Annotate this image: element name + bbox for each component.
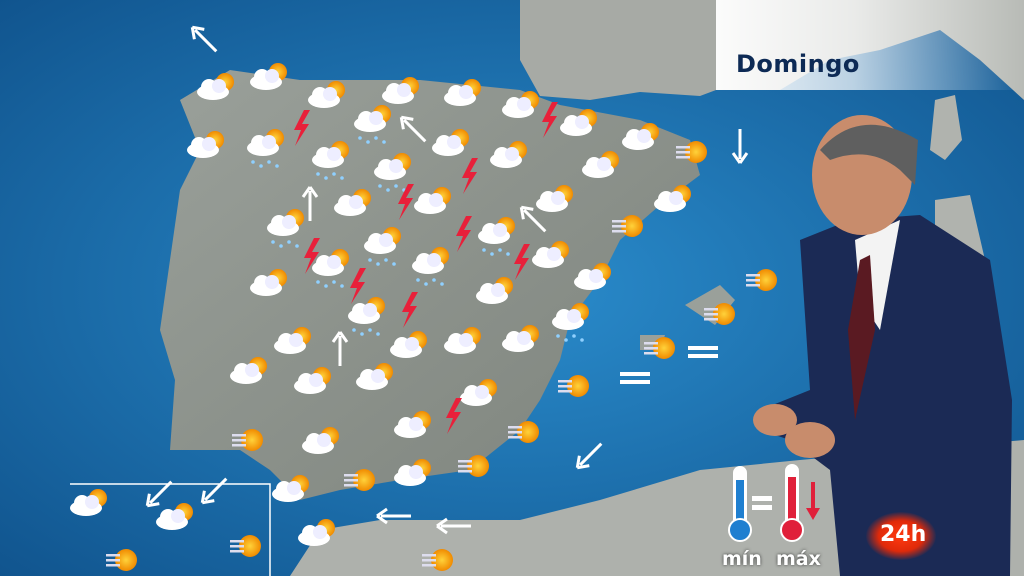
france-land <box>520 0 716 100</box>
min-thermometer-icon <box>728 466 752 542</box>
cloud-sun-icon <box>250 63 287 90</box>
cloud-sun-icon <box>414 187 451 214</box>
rain-cloud-icon <box>478 217 515 256</box>
cloud-sun-icon <box>187 131 224 158</box>
cloud-sun-icon <box>298 519 335 546</box>
sun-haze-icon <box>458 455 489 477</box>
cloud-sun-icon <box>432 129 469 156</box>
cloud-sun-icon <box>302 427 339 454</box>
cloud-sun-icon <box>230 357 267 384</box>
sun-haze-icon <box>704 303 735 325</box>
cloud-sun-icon <box>390 331 427 358</box>
canary-box <box>70 483 271 576</box>
rain-cloud-icon <box>312 249 349 288</box>
fog-icon <box>688 346 718 358</box>
storm-lightning-icon <box>456 216 472 252</box>
min-label: mín <box>722 548 762 570</box>
wind-arrow-icon <box>200 477 228 505</box>
storm-lightning-icon <box>462 158 478 194</box>
cloud-sun-icon <box>444 79 481 106</box>
balearic-islands <box>640 285 735 350</box>
cloud-sun-icon <box>382 77 419 104</box>
cloud-sun-icon <box>156 503 193 530</box>
cloud-sun-icon <box>476 277 513 304</box>
cloud-sun-icon <box>654 185 691 212</box>
wind-arrow-icon <box>331 331 349 366</box>
wind-arrow-icon <box>436 517 471 535</box>
wind-arrow-icon <box>301 186 319 221</box>
storm-lightning-icon <box>304 238 320 274</box>
rain-cloud-icon <box>267 209 304 248</box>
sun-haze-icon <box>232 429 263 451</box>
sun-haze-icon <box>422 549 453 571</box>
wind-arrow-icon <box>376 507 411 525</box>
cloud-sun-icon <box>394 411 431 438</box>
cloud-sun-icon <box>536 185 573 212</box>
cloud-sun-icon <box>334 189 371 216</box>
sun-haze-icon <box>230 535 261 557</box>
sun-haze-icon <box>746 269 777 291</box>
wind-arrow-icon <box>575 442 603 470</box>
day-banner: Domingo <box>716 0 1024 90</box>
equal-trend-icon <box>752 496 772 510</box>
down-trend-icon <box>806 482 820 520</box>
rain-cloud-icon <box>552 303 589 342</box>
wind-arrow-icon <box>731 129 749 164</box>
rain-cloud-icon <box>247 129 284 168</box>
max-label: máx <box>776 548 821 570</box>
wind-arrow-icon <box>519 205 547 233</box>
cloud-sun-icon <box>532 241 569 268</box>
sun-haze-icon <box>508 421 539 443</box>
cloud-sun-icon <box>272 475 309 502</box>
channel-logo: 24h <box>866 512 936 560</box>
storm-lightning-icon <box>402 292 418 328</box>
cloud-sun-icon <box>308 81 345 108</box>
rain-cloud-icon <box>312 141 349 180</box>
iberia-land <box>160 70 700 500</box>
rain-cloud-icon <box>354 105 391 144</box>
presenter <box>753 115 1012 576</box>
rain-cloud-icon <box>364 227 401 266</box>
storm-lightning-icon <box>542 102 558 138</box>
sun-haze-icon <box>106 549 137 571</box>
storm-lightning-icon <box>350 268 366 304</box>
cloud-sun-icon <box>574 263 611 290</box>
cloud-sun-icon <box>460 379 497 406</box>
rain-cloud-icon <box>348 297 385 336</box>
sun-haze-icon <box>344 469 375 491</box>
storm-lightning-icon <box>514 244 530 280</box>
cloud-sun-icon <box>502 325 539 352</box>
fog-icon <box>620 372 650 384</box>
cloud-sun-icon <box>502 91 539 118</box>
cloud-sun-icon <box>294 367 331 394</box>
cloud-sun-icon <box>582 151 619 178</box>
max-thermometer-icon <box>780 464 804 542</box>
cloud-sun-icon <box>250 269 287 296</box>
wind-arrow-icon <box>399 115 427 143</box>
wind-arrow-icon <box>190 25 218 53</box>
cloud-sun-icon <box>560 109 597 136</box>
sun-haze-icon <box>644 337 675 359</box>
cloud-sun-icon <box>394 459 431 486</box>
cloud-sun-icon <box>444 327 481 354</box>
cloud-sun-icon <box>197 73 234 100</box>
rain-cloud-icon <box>412 247 449 286</box>
storm-lightning-icon <box>446 398 462 434</box>
storm-lightning-icon <box>294 110 310 146</box>
wind-arrow-icon <box>145 480 173 508</box>
sun-haze-icon <box>612 215 643 237</box>
cloud-sun-icon <box>356 363 393 390</box>
cloud-sun-icon <box>274 327 311 354</box>
sun-haze-icon <box>676 141 707 163</box>
sun-haze-icon <box>558 375 589 397</box>
cloud-sun-icon <box>70 489 107 516</box>
day-label: Domingo <box>736 50 860 78</box>
storm-lightning-icon <box>398 184 414 220</box>
cloud-sun-icon <box>490 141 527 168</box>
cloud-sun-icon <box>622 123 659 150</box>
rain-cloud-icon <box>374 153 411 192</box>
